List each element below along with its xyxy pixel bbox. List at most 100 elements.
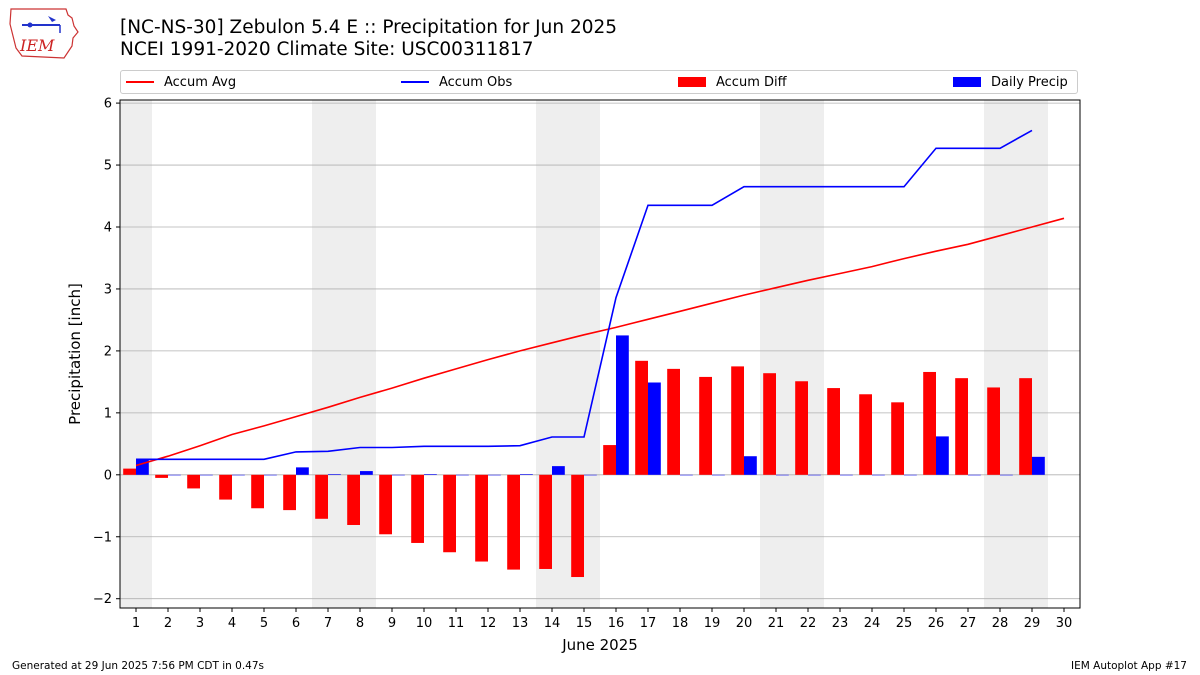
bar-daily-precip-24 xyxy=(872,474,885,476)
bar-accum-diff-12 xyxy=(475,474,488,562)
weekend-band-4 xyxy=(984,100,1048,608)
legend-label-daily-precip: Daily Precip xyxy=(991,74,1068,90)
bar-daily-precip-11 xyxy=(456,474,469,476)
bar-daily-precip-23 xyxy=(840,474,853,476)
legend-label-accum-obs: Accum Obs xyxy=(439,74,513,90)
x-tick-label: 11 xyxy=(448,616,465,631)
weekend-band-0 xyxy=(120,100,152,608)
line-marks xyxy=(135,129,1065,467)
y-axis-label: Precipitation [inch] xyxy=(66,283,84,425)
bar-accum-diff-23 xyxy=(827,388,840,475)
bar-daily-precip-14 xyxy=(552,466,565,475)
bar-accum-diff-11 xyxy=(443,474,456,553)
x-tick-label: 17 xyxy=(640,616,657,631)
x-tick-label: 14 xyxy=(544,616,561,631)
legend-swatch-accum-diff xyxy=(678,77,706,87)
logo-text: IEM xyxy=(19,36,55,55)
weekend-bands xyxy=(120,100,1048,608)
bar-daily-precip-8 xyxy=(360,471,373,475)
bar-daily-precip-13 xyxy=(520,474,533,475)
y-tick-label: 3 xyxy=(104,282,112,297)
line-accum-avg xyxy=(135,217,1065,467)
legend-label-accum-avg: Accum Avg xyxy=(164,74,237,90)
axes: 1 2 3 4 5 6 7 8 9 10 11 12 13 14 15 16 17 18 19 20 21 22 23 24 2… xyxy=(93,97,1072,631)
y-tick-label: 2 xyxy=(104,344,112,359)
bar-accum-diff-3 xyxy=(187,474,200,489)
legend-swatch-accum-obs xyxy=(401,81,429,83)
y-tick-label: 5 xyxy=(104,159,112,174)
bar-accum-diff-26 xyxy=(923,371,936,475)
x-tick-label: 1 xyxy=(132,616,140,631)
bar-daily-precip-4 xyxy=(232,474,245,476)
legend-item-accum-avg: Accum Avg xyxy=(126,74,236,90)
legend: Accum Avg Accum Obs Accum Diff Daily Pre… xyxy=(120,70,1078,94)
legend-swatch-daily-precip xyxy=(953,77,981,87)
bar-accum-diff-14 xyxy=(539,474,552,569)
title-line-2: NCEI 1991-2020 Climate Site: USC00311817 xyxy=(120,39,534,60)
bar-daily-precip-6 xyxy=(296,467,309,475)
legend-item-daily-precip: Daily Precip xyxy=(953,74,1068,90)
bar-accum-diff-18 xyxy=(667,368,680,475)
x-tick-label: 25 xyxy=(896,616,913,631)
x-tick-label: 3 xyxy=(196,616,204,631)
chart-title: [NC-NS-30] Zebulon 5.4 E :: Precipitatio… xyxy=(120,17,617,61)
x-tick-label: 23 xyxy=(832,616,849,631)
x-tick-label: 15 xyxy=(576,616,593,631)
bar-accum-diff-20 xyxy=(731,366,744,475)
bar-marks xyxy=(123,335,1045,578)
bar-accum-diff-1 xyxy=(123,468,136,475)
bar-accum-diff-9 xyxy=(379,474,392,535)
bar-daily-precip-27 xyxy=(968,474,981,476)
bar-daily-precip-22 xyxy=(808,474,821,476)
bar-daily-precip-26 xyxy=(936,436,949,475)
bar-accum-diff-15 xyxy=(571,474,584,578)
bar-daily-precip-17 xyxy=(648,382,661,475)
legend-item-accum-obs: Accum Obs xyxy=(401,74,512,90)
bar-accum-diff-17 xyxy=(635,360,648,475)
title-line-1: [NC-NS-30] Zebulon 5.4 E :: Precipitatio… xyxy=(120,17,618,38)
bar-accum-diff-27 xyxy=(955,378,968,475)
legend-swatch-accum-avg xyxy=(126,81,154,83)
footer-app: IEM Autoplot App #17 xyxy=(1071,660,1187,672)
x-tick-label: 12 xyxy=(480,616,497,631)
weekend-band-1 xyxy=(312,100,376,608)
y-tick-label: 6 xyxy=(104,97,112,112)
bar-daily-precip-18 xyxy=(680,474,693,476)
x-tick-label: 21 xyxy=(768,616,785,631)
x-tick-label: 8 xyxy=(356,616,364,631)
legend-label-accum-diff: Accum Diff xyxy=(716,74,787,90)
bar-daily-precip-16 xyxy=(616,335,629,475)
bar-accum-diff-21 xyxy=(763,373,776,475)
x-tick-label: 7 xyxy=(324,616,332,631)
bar-accum-diff-19 xyxy=(699,376,712,475)
x-tick-label: 26 xyxy=(928,616,945,631)
bar-accum-diff-22 xyxy=(795,381,808,475)
bar-daily-precip-12 xyxy=(488,474,501,476)
x-tick-label: 24 xyxy=(864,616,881,631)
x-tick-label: 18 xyxy=(672,616,689,631)
x-tick-label: 28 xyxy=(992,616,1009,631)
x-tick-label: 2 xyxy=(164,616,172,631)
bar-accum-diff-24 xyxy=(859,394,872,475)
legend-item-accum-diff: Accum Diff xyxy=(678,74,787,90)
x-tick-label: 4 xyxy=(228,616,236,631)
bar-daily-precip-20 xyxy=(744,456,757,475)
x-tick-label: 13 xyxy=(512,616,529,631)
x-tick-label: 10 xyxy=(416,616,433,631)
footer-generated: Generated at 29 Jun 2025 7:56 PM CDT in … xyxy=(12,660,265,672)
x-tick-label: 5 xyxy=(260,616,268,631)
iem-logo-icon: IEM xyxy=(9,8,79,59)
x-tick-label: 16 xyxy=(608,616,625,631)
bar-accum-diff-5 xyxy=(251,474,264,509)
weekend-band-3 xyxy=(760,100,824,608)
bar-accum-diff-6 xyxy=(283,474,296,511)
bar-daily-precip-5 xyxy=(264,474,277,476)
x-tick-label: 27 xyxy=(960,616,977,631)
x-tick-label: 22 xyxy=(800,616,817,631)
x-tick-label: 6 xyxy=(292,616,300,631)
bar-accum-diff-8 xyxy=(347,474,360,525)
x-tick-label: 20 xyxy=(736,616,753,631)
bar-accum-diff-4 xyxy=(219,474,232,500)
bar-accum-diff-10 xyxy=(411,474,424,543)
